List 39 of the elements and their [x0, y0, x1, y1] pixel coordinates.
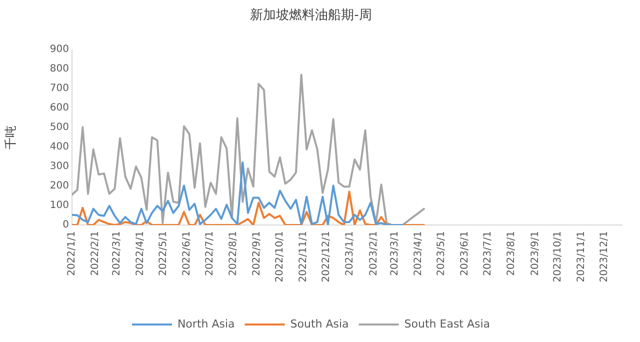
x-tick-label: 2023/7/1	[482, 231, 494, 276]
x-tick-label: 2022/7/1	[204, 231, 216, 276]
x-tick-label: 2023/9/1	[530, 231, 541, 276]
y-tick-label: 300	[50, 161, 69, 172]
x-tick-label: 2023/8/1	[506, 231, 518, 276]
y-tick-label: 500	[50, 122, 69, 134]
x-tick-label: 2022/2/1	[90, 231, 102, 276]
y-tick-label: 0	[62, 220, 69, 231]
x-tick-label: 2022/11/1	[298, 231, 310, 282]
x-tick-label: 2023/12/1	[599, 231, 610, 282]
x-tick-label: 2022/12/1	[321, 231, 332, 282]
x-tick-label: 2022/1/1	[66, 231, 78, 276]
y-tick-label: 700	[50, 83, 69, 94]
y-tick-label: 200	[50, 180, 69, 192]
chart-title: 新加坡燃料油船期-周	[250, 8, 372, 24]
y-axis-title: 千吨	[3, 125, 18, 150]
x-tick-label: 2023/4/1	[413, 231, 424, 276]
x-tick-label: 2022/9/1	[252, 231, 263, 276]
x-tick-label: 2023/11/1	[576, 231, 588, 282]
y-tick-label: 800	[50, 64, 69, 75]
x-tick-label: 2022/5/1	[158, 231, 170, 276]
legend-label: North Asia	[177, 317, 235, 330]
x-tick-label: 2022/10/1	[274, 231, 286, 282]
x-tick-label: 2022/8/1	[228, 231, 240, 276]
y-tick-label: 100	[50, 200, 69, 212]
x-tick-label: 2022/6/1	[182, 231, 193, 276]
x-tick-label: 2023/5/1	[436, 231, 448, 276]
legend-label: South Asia	[290, 317, 349, 330]
y-tick-label: 400	[50, 142, 69, 153]
y-tick-label: 600	[50, 102, 69, 114]
x-tick-label: 2023/10/1	[552, 231, 564, 282]
x-tick-label: 2022/3/1	[112, 231, 123, 276]
x-tick-label: 2022/4/1	[135, 231, 146, 276]
legend-label: South East Asia	[404, 317, 490, 330]
y-tick-label: 900	[50, 44, 69, 56]
x-tick-label: 2023/1/1	[344, 231, 356, 276]
x-tick-label: 2023/6/1	[460, 231, 471, 276]
x-tick-label: 2023/2/1	[368, 231, 380, 276]
x-tick-label: 2023/3/1	[390, 231, 401, 276]
